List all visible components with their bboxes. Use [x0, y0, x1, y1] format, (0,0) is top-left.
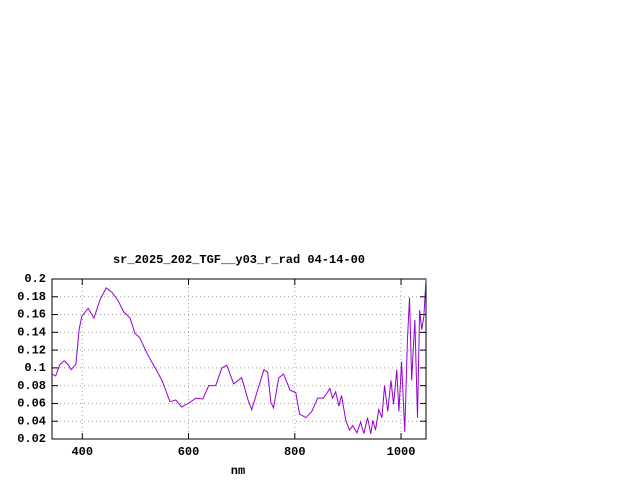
x-tick-label: 400	[71, 445, 93, 459]
x-tick-label: 1000	[387, 445, 416, 459]
y-tick-label: 0.2	[24, 272, 46, 286]
y-tick-label: 0.14	[17, 326, 46, 340]
y-tick-label: 0.18	[17, 290, 46, 304]
x-tick-label: 800	[284, 445, 306, 459]
y-tick-label: 0.1	[24, 361, 46, 375]
y-tick-label: 0.02	[17, 432, 46, 446]
chart-title: sr_2025_202_TGF__y03_r_rad 04-14-00	[113, 253, 365, 267]
y-tick-label: 0.16	[17, 308, 46, 322]
data-line	[51, 278, 427, 434]
y-tick-label: 0.06	[17, 397, 46, 411]
x-axis-label: nm	[231, 464, 245, 478]
y-tick-label: 0.12	[17, 343, 46, 357]
y-tick-label: 0.04	[17, 414, 46, 428]
plot-border	[51, 278, 427, 440]
y-tick-label: 0.08	[17, 379, 46, 393]
x-tick-label: 600	[178, 445, 200, 459]
